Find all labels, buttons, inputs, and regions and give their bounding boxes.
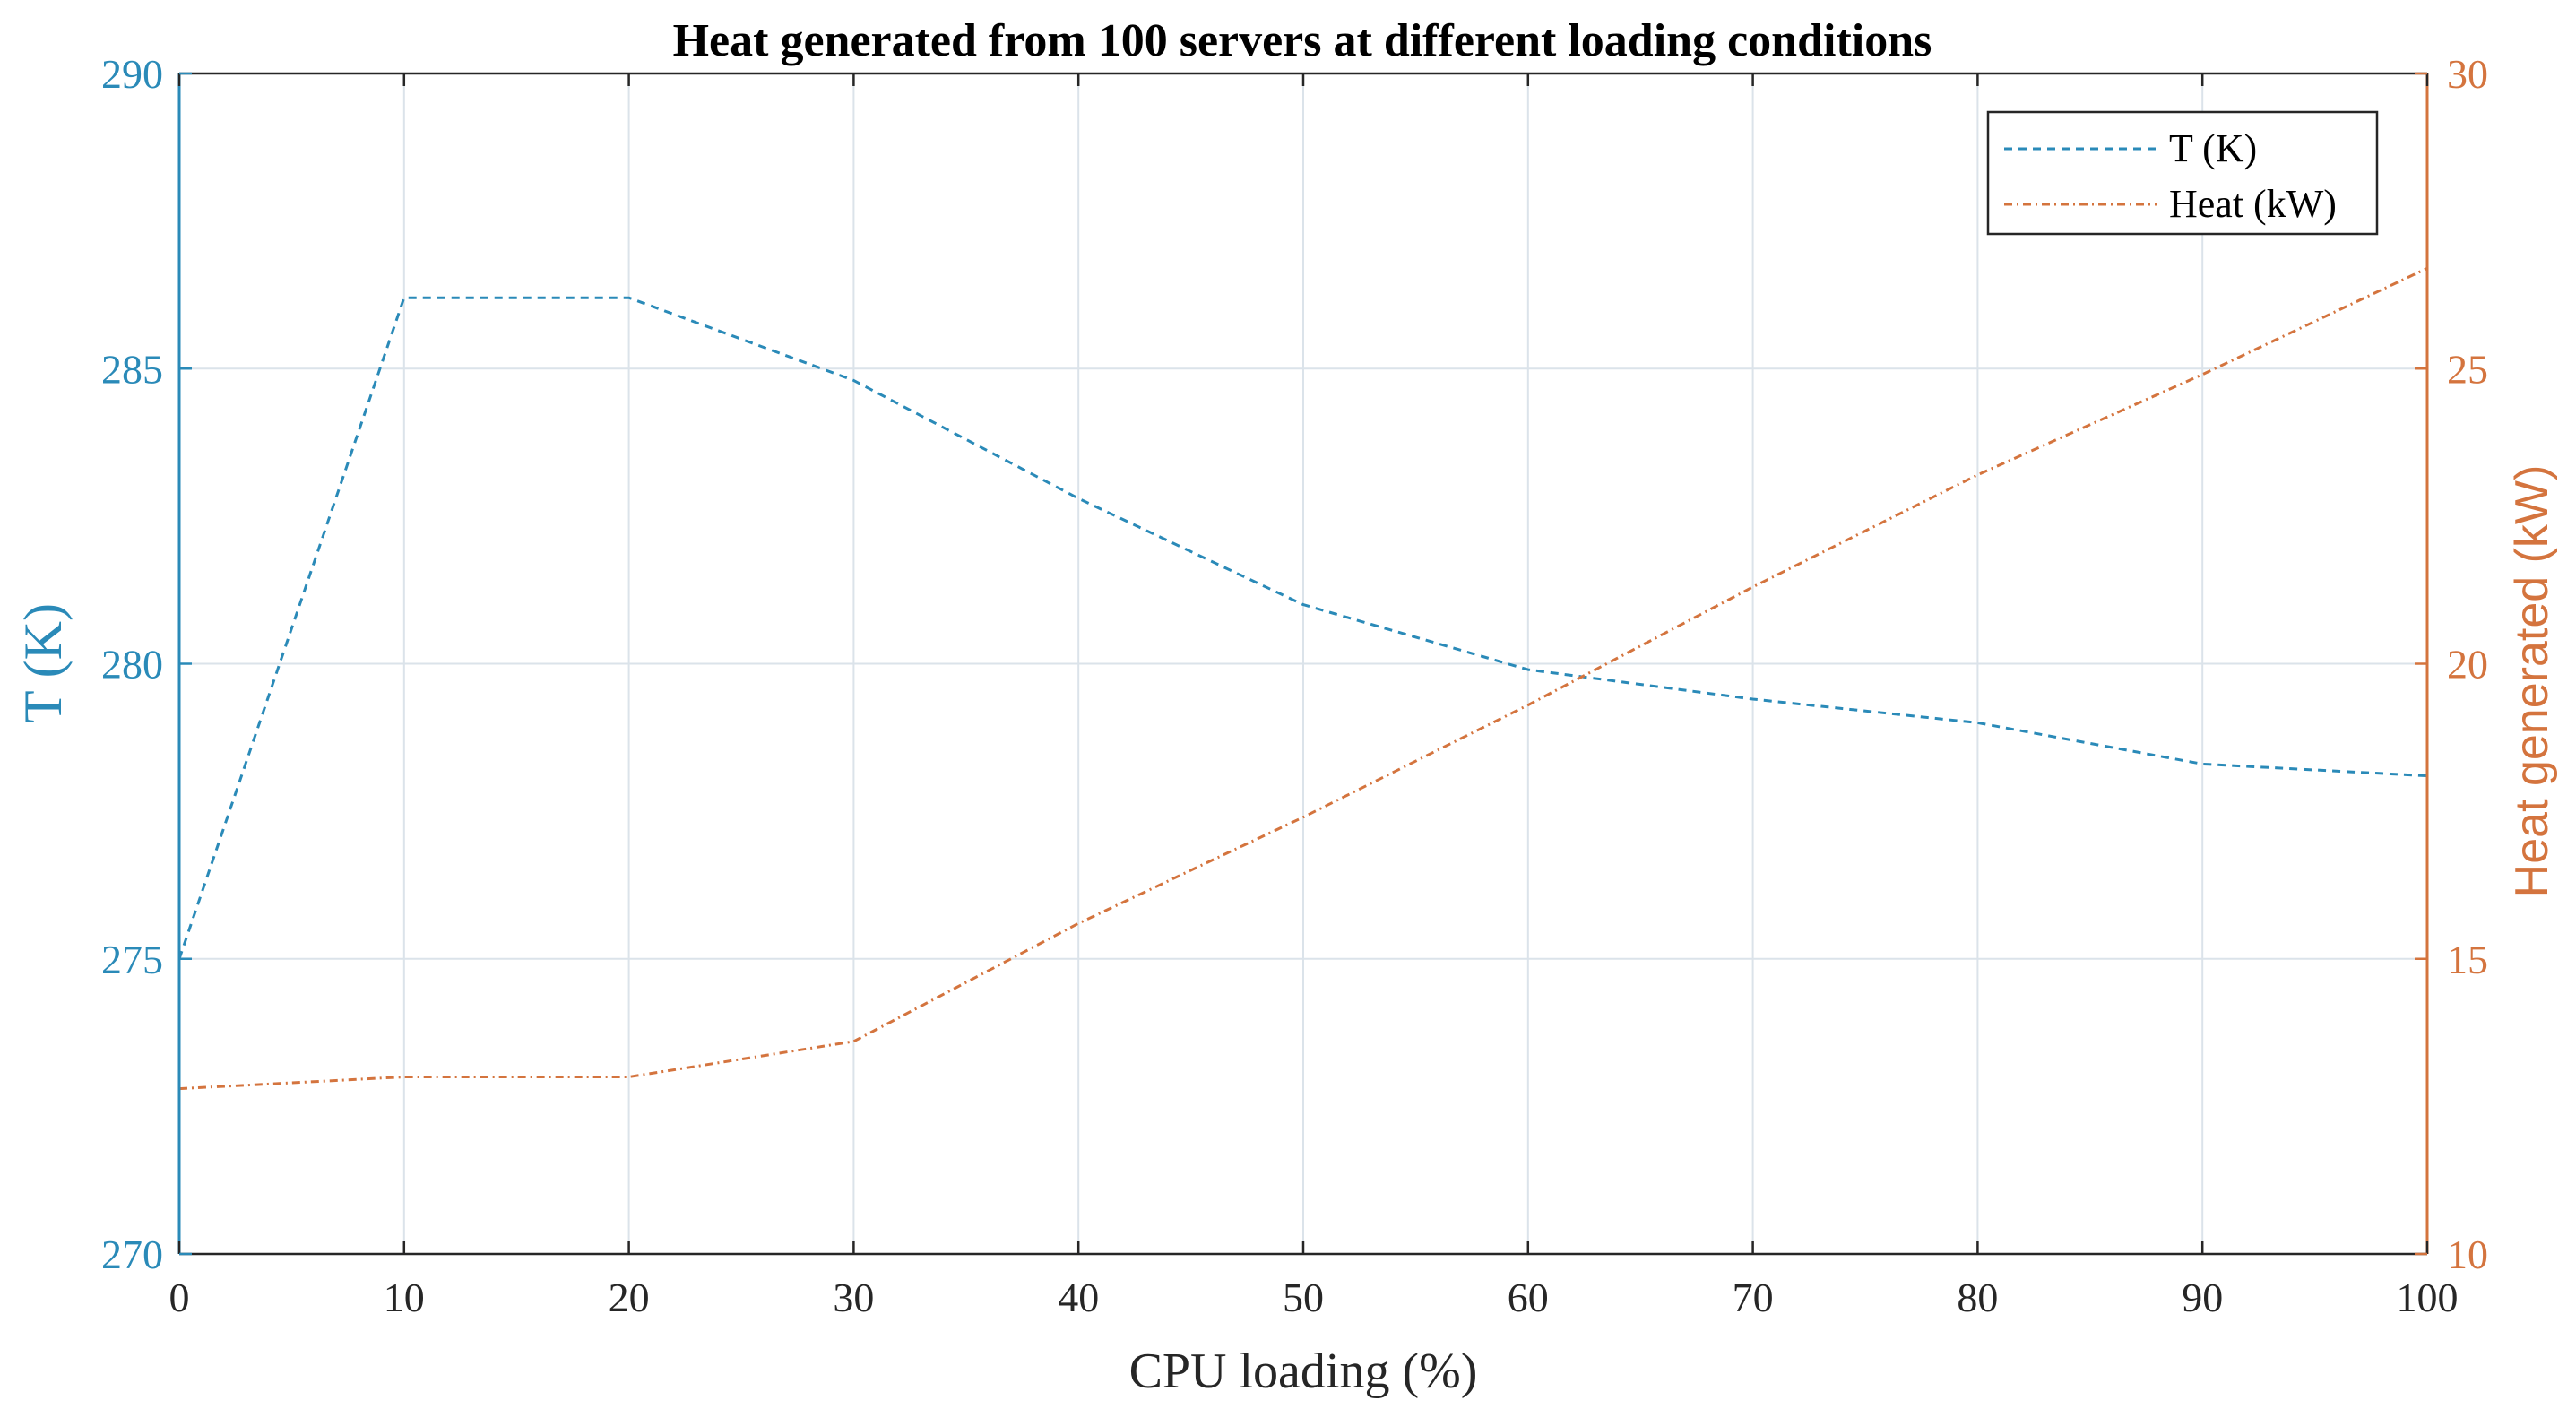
x-tick-label-10: 10 bbox=[384, 1275, 425, 1320]
x-tick-label-70: 70 bbox=[1733, 1275, 1774, 1320]
x-axis-label: CPU loading (%) bbox=[1129, 1344, 1478, 1399]
legend-box bbox=[1986, 110, 2379, 236]
left-y-axis-label: T (K) bbox=[13, 603, 73, 723]
axis-tick-labels: 0 10 20 30 40 50 60 70 80 90 100 270 275 280 285 290 10 1… bbox=[101, 51, 2488, 1320]
x-tick-label-100: 100 bbox=[2397, 1275, 2459, 1320]
x-tick-label-60: 60 bbox=[1508, 1275, 1549, 1320]
legend: T (K) Heat (kW) bbox=[1986, 110, 2379, 236]
series-line-temperature bbox=[177, 296, 2428, 960]
x-tick-label-40: 40 bbox=[1058, 1275, 1099, 1320]
y-right-tick-label-20: 20 bbox=[2447, 642, 2488, 687]
chart-title: Heat generated from 100 servers at diffe… bbox=[673, 15, 1932, 66]
legend-label-heat: Heat (kW) bbox=[2169, 182, 2337, 226]
right-y-axis-label: Heat generated (kW) bbox=[2506, 465, 2558, 898]
y-right-tick-label-10: 10 bbox=[2447, 1232, 2488, 1277]
y-right-tick-label-15: 15 bbox=[2447, 937, 2488, 982]
y-left-tick-label-290: 290 bbox=[101, 51, 163, 97]
x-tick-label-30: 30 bbox=[833, 1275, 874, 1320]
y-left-tick-label-280: 280 bbox=[101, 642, 163, 687]
series-lines bbox=[177, 266, 2428, 1091]
y-right-tick-label-30: 30 bbox=[2447, 51, 2488, 97]
x-tick-label-80: 80 bbox=[1957, 1275, 1998, 1320]
y-left-tick-label-285: 285 bbox=[101, 346, 163, 392]
series-line-heat bbox=[178, 266, 2428, 1091]
x-tick-label-90: 90 bbox=[2182, 1275, 2223, 1320]
axis-ticks bbox=[177, 72, 2429, 1256]
y-left-tick-label-275: 275 bbox=[101, 937, 163, 982]
x-tick-label-50: 50 bbox=[1283, 1275, 1324, 1320]
x-tick-label-0: 0 bbox=[169, 1275, 190, 1320]
y-left-tick-label-270: 270 bbox=[101, 1232, 163, 1277]
y-right-tick-label-25: 25 bbox=[2447, 346, 2488, 392]
x-tick-label-20: 20 bbox=[609, 1275, 650, 1320]
grid-lines bbox=[179, 73, 2427, 1254]
legend-label-temperature: T (K) bbox=[2169, 126, 2257, 170]
